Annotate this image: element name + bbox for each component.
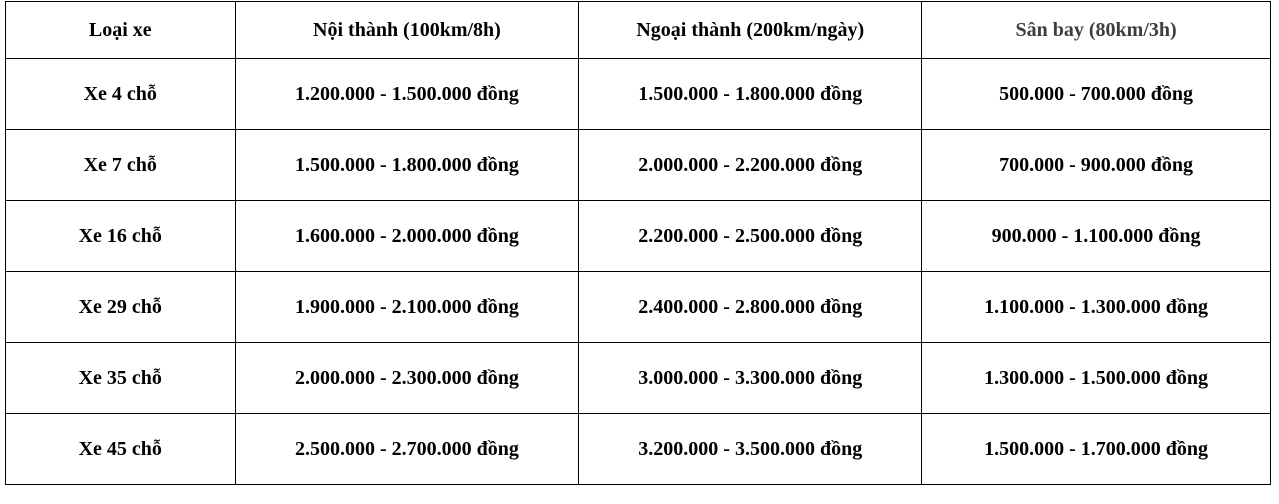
column-header-airport: Sân bay (80km/3h): [921, 1, 1271, 59]
table-row: Xe 35 chỗ 2.000.000 - 2.300.000 đồng 3.0…: [5, 342, 1271, 414]
airport-price-cell: 700.000 - 900.000 đồng: [921, 129, 1271, 201]
table-row: Xe 7 chỗ 1.500.000 - 1.800.000 đồng 2.00…: [5, 129, 1271, 201]
car-rental-price-table-container: Loại xe Nội thành (100km/8h) Ngoại thành…: [5, 1, 1271, 485]
inner-city-price-cell: 1.600.000 - 2.000.000 đồng: [234, 200, 580, 272]
header-row: Loại xe Nội thành (100km/8h) Ngoại thành…: [5, 1, 1271, 59]
airport-price-cell: 1.500.000 - 1.700.000 đồng: [921, 413, 1271, 485]
airport-price-cell: 900.000 - 1.100.000 đồng: [921, 200, 1271, 272]
vehicle-type-cell: Xe 16 chỗ: [5, 200, 236, 272]
inner-city-price-cell: 1.200.000 - 1.500.000 đồng: [234, 58, 580, 130]
inner-city-price-cell: 1.900.000 - 2.100.000 đồng: [234, 271, 580, 343]
suburban-price-cell: 2.200.000 - 2.500.000 đồng: [578, 200, 923, 272]
table-row: Xe 29 chỗ 1.900.000 - 2.100.000 đồng 2.4…: [5, 271, 1271, 343]
suburban-price-cell: 2.000.000 - 2.200.000 đồng: [578, 129, 923, 201]
suburban-price-cell: 1.500.000 - 1.800.000 đồng: [578, 58, 923, 130]
inner-city-price-cell: 2.000.000 - 2.300.000 đồng: [234, 342, 580, 414]
inner-city-price-cell: 2.500.000 - 2.700.000 đồng: [234, 413, 580, 485]
table-row: Xe 45 chỗ 2.500.000 - 2.700.000 đồng 3.2…: [5, 413, 1271, 485]
vehicle-type-cell: Xe 45 chỗ: [5, 413, 236, 485]
airport-price-cell: 1.100.000 - 1.300.000 đồng: [921, 271, 1271, 343]
vehicle-type-cell: Xe 35 chỗ: [5, 342, 236, 414]
vehicle-type-cell: Xe 4 chỗ: [5, 58, 236, 130]
vehicle-type-cell: Xe 7 chỗ: [5, 129, 236, 201]
table-row: Xe 16 chỗ 1.600.000 - 2.000.000 đồng 2.2…: [5, 200, 1271, 272]
suburban-price-cell: 3.200.000 - 3.500.000 đồng: [578, 413, 923, 485]
inner-city-price-cell: 1.500.000 - 1.800.000 đồng: [234, 129, 580, 201]
suburban-price-cell: 2.400.000 - 2.800.000 đồng: [578, 271, 923, 343]
column-header-inner-city: Nội thành (100km/8h): [234, 1, 580, 59]
suburban-price-cell: 3.000.000 - 3.300.000 đồng: [578, 342, 923, 414]
column-header-suburban: Ngoại thành (200km/ngày): [578, 1, 923, 59]
column-header-vehicle-type: Loại xe: [5, 1, 236, 59]
airport-price-cell: 500.000 - 700.000 đồng: [921, 58, 1271, 130]
table-row: Xe 4 chỗ 1.200.000 - 1.500.000 đồng 1.50…: [5, 58, 1271, 130]
airport-price-cell: 1.300.000 - 1.500.000 đồng: [921, 342, 1271, 414]
vehicle-type-cell: Xe 29 chỗ: [5, 271, 236, 343]
car-rental-price-table: Loại xe Nội thành (100km/8h) Ngoại thành…: [5, 1, 1271, 485]
